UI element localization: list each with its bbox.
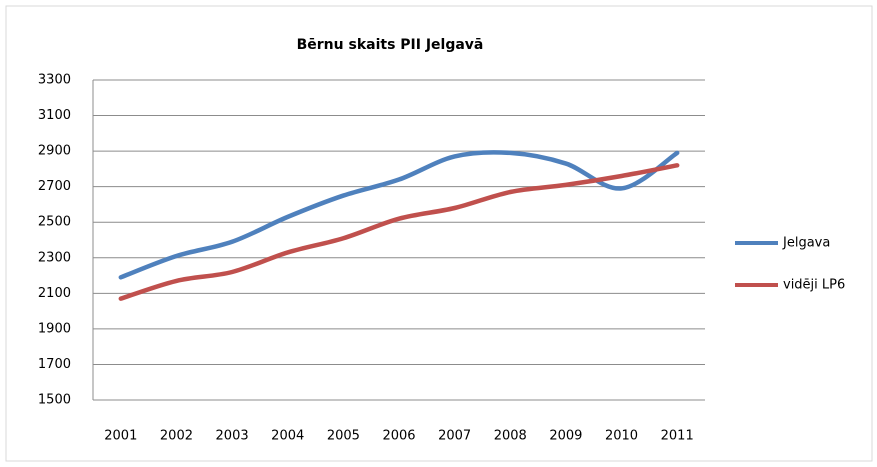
- x-tick-label: 2007: [438, 429, 471, 444]
- x-tick-label: 2009: [549, 429, 582, 444]
- y-tick-label: 1700: [38, 357, 71, 372]
- chart-border: [5, 5, 873, 462]
- y-tick-label: 3300: [38, 73, 71, 88]
- y-tick-label: 1900: [38, 321, 71, 336]
- y-tick-label: 1500: [38, 393, 71, 408]
- x-tick-label: 2005: [327, 429, 360, 444]
- x-tick-label: 2004: [271, 429, 304, 444]
- x-tick-label: 2008: [494, 429, 527, 444]
- y-tick-label: 2500: [38, 215, 71, 230]
- x-tick-label: 2011: [661, 429, 694, 444]
- x-tick-label: 2001: [104, 429, 137, 444]
- y-tick-label: 3100: [38, 108, 71, 123]
- x-tick-label: 2003: [216, 429, 249, 444]
- series-line: [118, 150, 680, 280]
- x-tick-label: 2006: [382, 429, 415, 444]
- y-tick-label: 2100: [38, 286, 71, 301]
- x-tick-label: 2010: [605, 429, 638, 444]
- series-line: [118, 163, 680, 301]
- y-tick-label: 2700: [38, 179, 71, 194]
- legend-label: vidēji LP6: [783, 278, 845, 293]
- y-tick-label: 2900: [38, 144, 71, 159]
- legend-label: Jelgava: [782, 236, 830, 251]
- x-tick-label: 2002: [160, 429, 193, 444]
- chart-title: Bērnu skaits PII Jelgavā: [297, 37, 484, 53]
- y-tick-label: 2300: [38, 250, 71, 265]
